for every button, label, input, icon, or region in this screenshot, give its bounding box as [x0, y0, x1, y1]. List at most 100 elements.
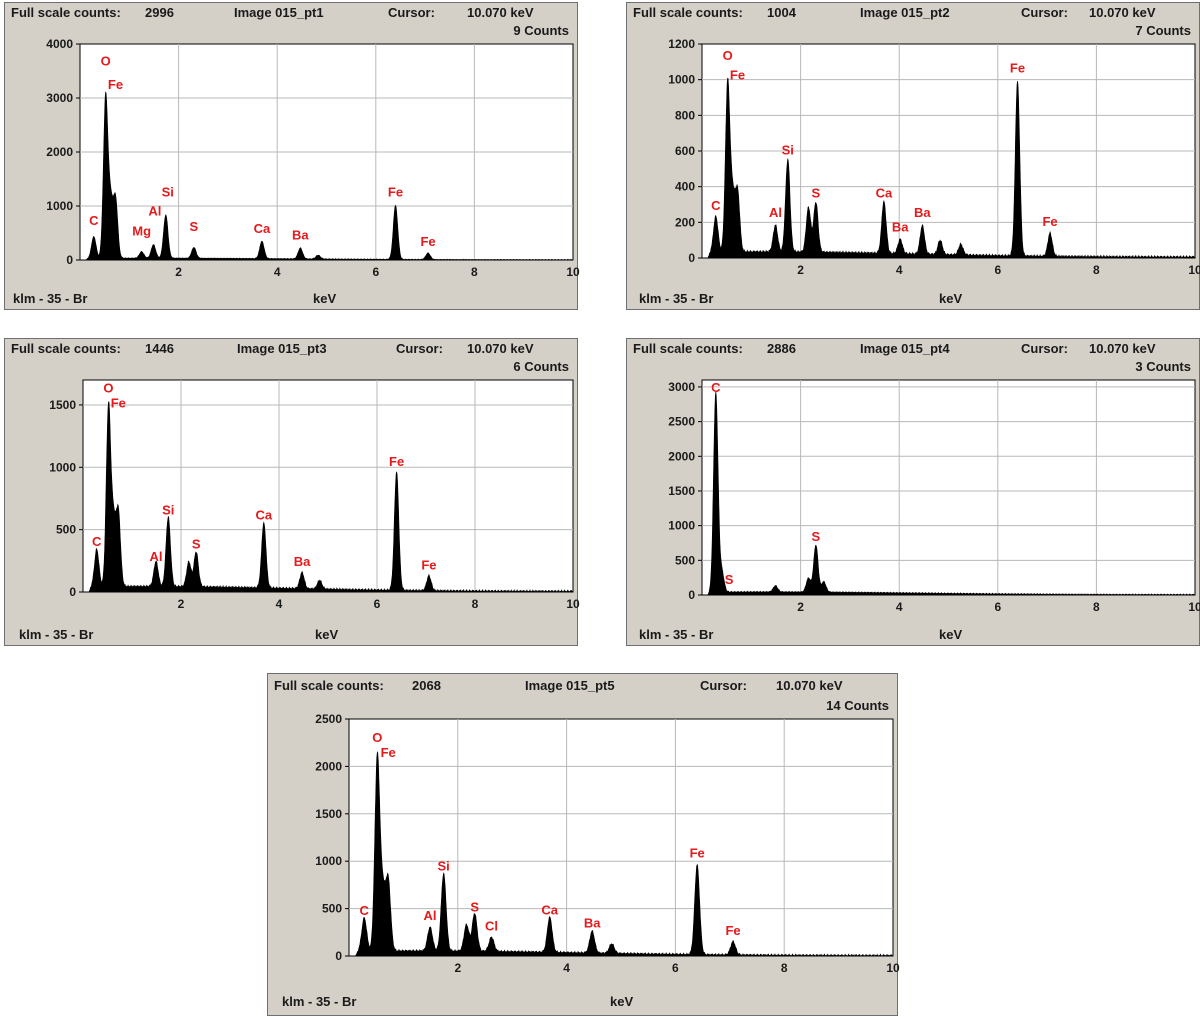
- y-tick-label: 0: [335, 949, 342, 963]
- peak-label: Fe: [730, 68, 745, 83]
- peak-label: O: [372, 730, 382, 745]
- peak-label: Ca: [255, 508, 272, 523]
- peak-label: Ca: [541, 902, 558, 917]
- y-tick-label: 2000: [315, 759, 342, 773]
- peak-label: Fe: [725, 923, 740, 938]
- peak-label: Si: [782, 143, 794, 158]
- full-scale-value: 2996: [145, 5, 174, 20]
- footer-label: klm - 35 - Br: [19, 627, 94, 642]
- spectrum-panel-pt2: Full scale counts: 1004 Image 015_pt2 Cu…: [626, 2, 1200, 310]
- peak-label: Fe: [1042, 214, 1057, 229]
- spectrum-panel-pt3: Full scale counts: 1446 Image 015_pt3 Cu…: [4, 338, 580, 646]
- cursor-value: 10.070 keV: [1089, 341, 1156, 356]
- x-tick-label: 10: [566, 265, 580, 279]
- spectrum-area: [707, 77, 1196, 259]
- x-axis-label: keV: [313, 291, 337, 306]
- spectrum-area: [355, 751, 894, 957]
- x-tick-label: 2: [454, 961, 461, 975]
- cursor-label: Cursor:: [1021, 341, 1068, 356]
- x-axis-label: keV: [315, 627, 339, 642]
- spectrum-panel-pt5: Full scale counts: 2068 Image 015_pt5 Cu…: [267, 673, 900, 1016]
- y-tick-label: 2500: [668, 415, 695, 429]
- x-tick-label: 10: [1188, 263, 1200, 277]
- peak-label: Al: [769, 205, 782, 220]
- x-tick-label: 10: [566, 597, 580, 611]
- counts-readout: 6 Counts: [513, 359, 569, 374]
- y-tick-label: 3000: [668, 380, 695, 394]
- peak-label: Fe: [389, 454, 404, 469]
- peak-label: Ca: [254, 221, 271, 236]
- full-scale-label: Full scale counts:: [633, 5, 743, 20]
- cursor-label: Cursor:: [396, 341, 443, 356]
- y-tick-label: 0: [69, 585, 76, 599]
- peak-label: Al: [424, 908, 437, 923]
- full-scale-label: Full scale counts:: [11, 341, 121, 356]
- footer-label: klm - 35 - Br: [639, 627, 714, 642]
- x-tick-label: 4: [274, 265, 281, 279]
- x-axis-label: keV: [939, 627, 963, 642]
- peak-label: Fe: [388, 184, 403, 199]
- peak-label: Fe: [1010, 61, 1025, 76]
- peak-label: Fe: [111, 395, 126, 410]
- footer-label: klm - 35 - Br: [13, 291, 88, 306]
- x-axis-label: keV: [610, 994, 634, 1009]
- image-label: Image 015_pt4: [860, 341, 950, 356]
- peak-label: C: [711, 198, 721, 213]
- plot-area: [701, 379, 1196, 596]
- image-label: Image 015_pt2: [860, 5, 950, 20]
- footer-label: klm - 35 - Br: [282, 994, 357, 1009]
- peak-label: Mg: [132, 224, 151, 239]
- peak-label: O: [723, 48, 733, 63]
- peak-label: S: [812, 529, 821, 544]
- peak-label: Fe: [381, 745, 396, 760]
- x-tick-label: 6: [994, 600, 1001, 614]
- cursor-value: 10.070 keV: [776, 678, 843, 693]
- image-label: Image 015_pt5: [525, 678, 615, 693]
- image-label: Image 015_pt3: [237, 341, 327, 356]
- cursor-label: Cursor:: [388, 5, 435, 20]
- peak-label: S: [725, 572, 734, 587]
- peak-label: O: [101, 54, 111, 69]
- footer-label: klm - 35 - Br: [639, 291, 714, 306]
- x-tick-label: 6: [994, 263, 1001, 277]
- peak-label: Al: [150, 549, 163, 564]
- y-tick-label: 1500: [49, 398, 76, 412]
- y-tick-label: 600: [675, 144, 695, 158]
- cursor-value: 10.070 keV: [467, 5, 534, 20]
- y-tick-label: 500: [56, 523, 76, 537]
- peak-label: Ba: [292, 227, 309, 242]
- counts-readout: 3 Counts: [1135, 359, 1191, 374]
- y-tick-label: 4000: [46, 37, 73, 51]
- y-tick-label: 400: [675, 180, 695, 194]
- x-tick-label: 6: [672, 961, 679, 975]
- peak-label: S: [192, 536, 201, 551]
- peak-label: Fe: [690, 845, 705, 860]
- x-tick-label: 2: [175, 265, 182, 279]
- counts-readout: 7 Counts: [1135, 23, 1191, 38]
- peak-label: S: [812, 185, 821, 200]
- peak-label: Fe: [421, 558, 436, 573]
- peak-label: Fe: [420, 234, 435, 249]
- peak-label: Cl: [485, 918, 498, 933]
- y-tick-label: 1200: [668, 37, 695, 51]
- peak-label: Ba: [294, 554, 311, 569]
- x-axis-label: keV: [939, 291, 963, 306]
- spectrum-area: [88, 401, 574, 593]
- peak-label: Ba: [584, 916, 601, 931]
- x-tick-label: 4: [896, 263, 903, 277]
- peak-label: C: [92, 534, 102, 549]
- y-tick-label: 1000: [668, 519, 695, 533]
- plot-area: [348, 718, 894, 957]
- peak-label: S: [470, 899, 479, 914]
- x-tick-label: 6: [372, 265, 379, 279]
- y-tick-label: 1000: [668, 73, 695, 87]
- peak-label: O: [103, 380, 113, 395]
- y-tick-label: 1500: [668, 484, 695, 498]
- cursor-label: Cursor:: [700, 678, 747, 693]
- y-tick-label: 1500: [315, 807, 342, 821]
- x-tick-label: 8: [781, 961, 788, 975]
- x-tick-label: 2: [797, 263, 804, 277]
- cursor-label: Cursor:: [1021, 5, 1068, 20]
